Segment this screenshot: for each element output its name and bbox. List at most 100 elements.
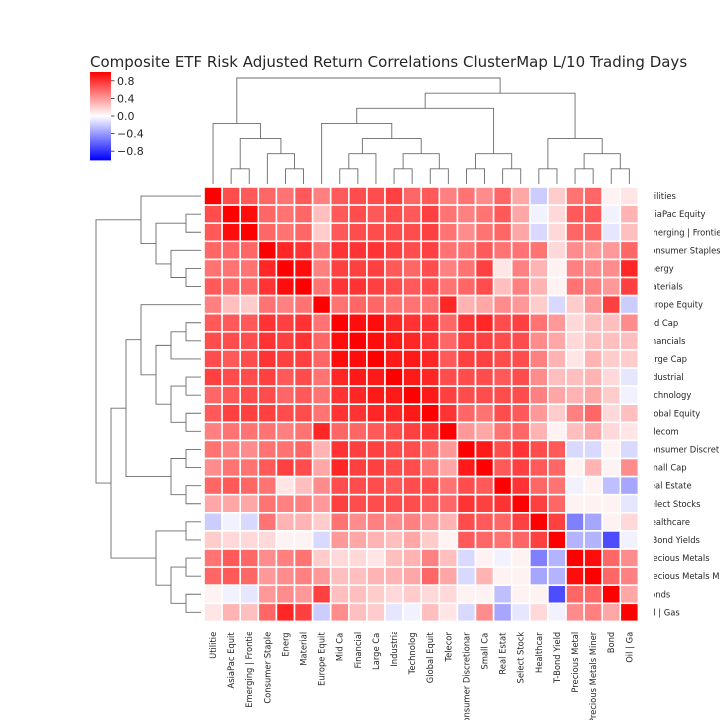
row-label: Small Cap [644,463,686,473]
column-dendrogram-link [475,153,513,169]
heatmap-cell [384,312,404,333]
colorbar-band [90,91,111,93]
column-dendrogram-link [285,168,304,184]
heatmap-cell [311,584,332,605]
heatmap-cell [547,602,567,623]
heatmap-cell [583,276,603,297]
heatmap-cell [601,385,622,406]
heatmap-cell [583,330,603,351]
colorbar-band [90,82,111,84]
column-label: AsiaPac Equity [226,627,236,688]
colorbar-band [90,76,111,78]
heatmap-cell [510,439,531,460]
heatmap-cell [438,439,459,460]
heatmap-cell [438,186,459,206]
heatmap-cell [402,312,423,333]
heatmap-cell [366,258,386,279]
heatmap-cell [203,548,223,568]
heatmap-cell [203,276,223,297]
heatmap-cell [510,421,531,442]
colorbar-band [90,74,111,76]
heatmap-cell [510,276,531,297]
heatmap-cell [257,222,278,243]
heatmap-cell [402,330,423,351]
colorbar-band [90,124,111,126]
column-label: Bonds [606,627,616,653]
colorbar-band [90,92,111,94]
heatmap-cell [474,475,495,496]
colorbar-tick-label: 0.0 [117,110,135,123]
heatmap-cell [619,385,640,406]
heatmap-cell [547,330,567,351]
heatmap-cell [565,421,585,442]
heatmap-cell [366,421,386,442]
heatmap-cell [565,493,585,514]
colorbar-tick-label: −0.8 [117,145,144,158]
heatmap-cell [583,367,603,387]
colorbar-band [90,118,111,120]
heatmap-cell [384,457,404,478]
heatmap-cell [456,349,477,369]
colorbar-band [90,158,111,160]
heatmap-cell [474,349,495,369]
colorbar-band [90,155,111,157]
heatmap-cell [492,439,513,460]
heatmap-cell [275,511,296,532]
heatmap-cell [492,566,513,586]
heatmap-cell [275,294,296,315]
row-label: Consumer Staples [644,245,720,255]
colorbar-band [90,86,111,88]
colorbar-band [90,87,111,89]
row-label: Utilities [644,191,676,201]
heatmap-cell [474,457,495,478]
colorbar-band [90,137,111,139]
colorbar-band [90,140,111,142]
column-dendrogram-link [321,122,393,184]
row-label: Energy [644,263,673,273]
heatmap-cell [203,294,223,315]
heatmap-cell [565,457,585,478]
heatmap-cell [257,475,278,496]
colorbar-band [90,128,111,130]
heatmap-cell [601,493,622,514]
heatmap-cell [347,258,368,279]
heatmap-cell [510,385,531,406]
heatmap-cell [456,530,477,550]
heatmap-cell [565,222,585,243]
heatmap-cell [257,204,278,225]
heatmap-cell [347,204,368,225]
heatmap-cell [257,439,278,460]
heatmap-cell [565,548,585,568]
heatmap-cell [366,493,386,514]
heatmap-cell [583,584,603,605]
heatmap-cell [492,385,513,406]
heatmap-cell [366,204,386,225]
heatmap-cell [474,240,495,261]
heatmap-cell [347,602,368,623]
heatmap-cell [601,222,622,243]
colorbar-band [90,73,111,75]
heatmap-cell [601,439,622,460]
column-dendrogram-link [583,153,621,169]
row-label: Oil | Gas [644,607,679,617]
heatmap-cell [420,186,441,206]
heatmap-cell [275,475,296,496]
heatmap-cell [293,204,314,225]
column-label: Real Estate [498,627,508,674]
heatmap-cell [492,276,513,297]
colorbar-band [90,111,111,113]
colorbar-band [90,120,111,122]
heatmap-cell [293,222,314,243]
colorbar-band [90,106,111,108]
heatmap-cell [275,276,296,297]
heatmap-cell [420,204,441,225]
heatmap-cell [384,240,404,261]
heatmap-cell [203,349,223,369]
column-label: Materials [299,627,309,665]
column-dendrogram-link [538,168,558,184]
row-label: T-Bond Yields [643,535,700,545]
column-label: Global Equity [425,627,435,683]
heatmap-cell [275,530,296,550]
colorbar-band [90,125,111,127]
column-labels: Utilities AsiaPac Equity Emerging | Fronti… [208,627,634,720]
